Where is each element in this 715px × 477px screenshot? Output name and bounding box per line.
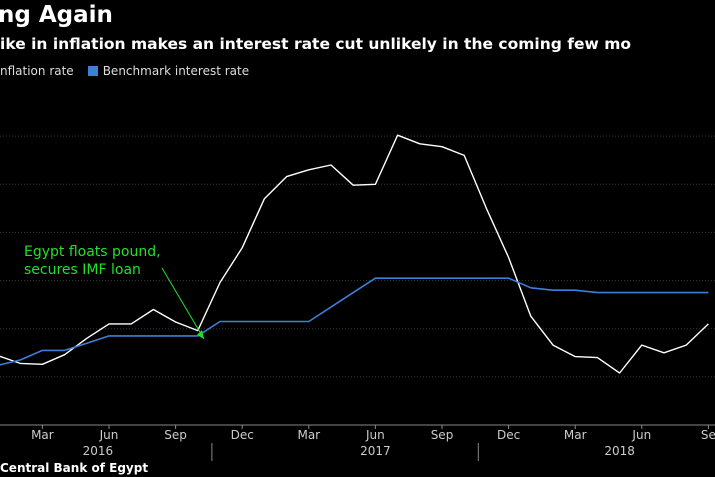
x-tick-label: Mar xyxy=(31,428,54,442)
x-tick-label: Dec xyxy=(497,428,520,442)
year-label: 2018 xyxy=(604,444,635,458)
legend-label-inflation: nflation rate xyxy=(0,64,74,78)
x-tick-label: Jun xyxy=(365,428,385,442)
annotation-arrowhead xyxy=(197,330,204,339)
chart-title: ng Again xyxy=(0,2,113,28)
x-tick-label: Mar xyxy=(564,428,587,442)
x-tick-label: Sep xyxy=(431,428,454,442)
x-tick-label: Se xyxy=(701,428,715,442)
year-label: 2016 xyxy=(83,444,114,458)
series-line-benchmark xyxy=(0,277,709,366)
legend-item-benchmark: Benchmark interest rate xyxy=(87,64,250,78)
legend: nflation rate Benchmark interest rate xyxy=(0,64,263,78)
chart-subtitle: ike in inflation makes an interest rate … xyxy=(0,35,631,53)
series-line-inflation xyxy=(0,134,709,374)
x-tick-label: Mar xyxy=(297,428,320,442)
legend-item-inflation: nflation rate xyxy=(0,64,74,78)
source-note: Central Bank of Egypt xyxy=(0,461,149,475)
x-tick-label: Jun xyxy=(631,428,651,442)
annotation-text: Egypt floats pound, xyxy=(24,244,161,260)
legend-label-benchmark: Benchmark interest rate xyxy=(102,64,250,78)
legend-swatch-benchmark xyxy=(87,66,98,76)
x-tick-label: Dec xyxy=(231,428,254,442)
annotation-text: secures IMF loan xyxy=(24,262,141,278)
year-label: 2017 xyxy=(360,444,391,458)
x-tick-label: Sep xyxy=(164,428,187,442)
x-tick-label: Jun xyxy=(99,428,119,442)
annotation-arrow xyxy=(161,267,205,340)
